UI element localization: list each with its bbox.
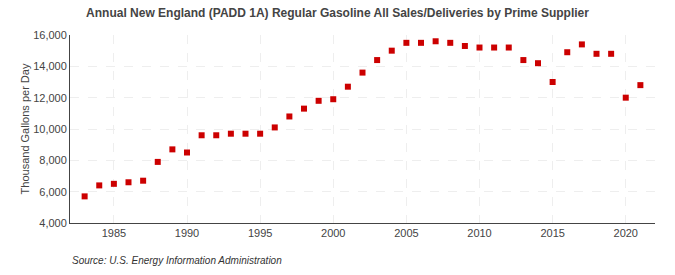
svg-text:Annual New England (PADD 1A) R: Annual New England (PADD 1A) Regular Gas…: [86, 6, 589, 20]
svg-text:2010: 2010: [467, 227, 491, 239]
svg-text:2000: 2000: [321, 227, 345, 239]
svg-text:4,000: 4,000: [39, 217, 67, 229]
svg-text:10,000: 10,000: [33, 123, 67, 135]
svg-text:Thousand Gallons per Day: Thousand Gallons per Day: [19, 63, 31, 194]
svg-text:8,000: 8,000: [39, 154, 67, 166]
svg-text:Source: U.S. Energy Informatio: Source: U.S. Energy Information Administ…: [72, 255, 282, 266]
svg-text:2005: 2005: [394, 227, 418, 239]
svg-text:2015: 2015: [540, 227, 564, 239]
svg-text:14,000: 14,000: [33, 60, 67, 72]
svg-text:16,000: 16,000: [33, 29, 67, 41]
svg-text:1995: 1995: [248, 227, 272, 239]
svg-text:12,000: 12,000: [33, 92, 67, 104]
svg-text:6,000: 6,000: [39, 186, 67, 198]
svg-text:1990: 1990: [175, 227, 199, 239]
svg-text:1985: 1985: [102, 227, 126, 239]
svg-text:2020: 2020: [614, 227, 638, 239]
